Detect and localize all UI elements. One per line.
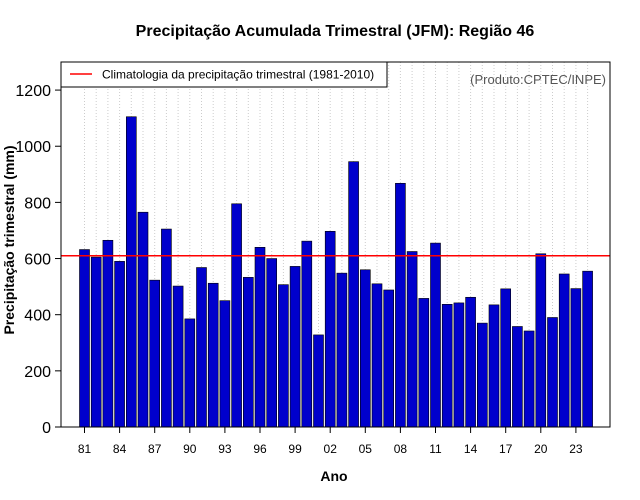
x-axis-title: Ano bbox=[320, 468, 347, 484]
y-tick-label-400: 400 bbox=[24, 308, 51, 325]
bar-1985 bbox=[126, 116, 137, 428]
bar-2000 bbox=[301, 240, 313, 428]
legend: Climatologia da precipitação trimestral … bbox=[60, 61, 388, 88]
x-tick-label-1996: 96 bbox=[253, 442, 267, 456]
bar-2019 bbox=[523, 330, 535, 428]
x-tick-label-2005: 05 bbox=[359, 442, 373, 456]
product-credit: (Produto:CPTEC/INPE) bbox=[470, 72, 606, 87]
bar-1981 bbox=[79, 249, 90, 428]
x-tick-label-2002: 02 bbox=[324, 442, 338, 456]
bar-2001 bbox=[313, 334, 324, 428]
bar-2014 bbox=[465, 296, 476, 428]
y-axis: 0 200 400 600 800 1000 1200 bbox=[15, 83, 62, 437]
bar-2005 bbox=[359, 269, 371, 428]
grid-lines bbox=[84, 62, 589, 427]
bar-2017 bbox=[500, 288, 512, 428]
bar-2003 bbox=[336, 272, 348, 428]
bar-1984 bbox=[114, 261, 125, 428]
x-tick-label-1987: 87 bbox=[148, 442, 162, 456]
bar-2002 bbox=[324, 231, 336, 428]
y-tick-label-1000: 1000 bbox=[15, 139, 51, 156]
bar-2024 bbox=[582, 270, 593, 428]
bar-1995 bbox=[243, 277, 254, 428]
bar-1990 bbox=[184, 318, 196, 428]
bar-1998 bbox=[278, 284, 289, 428]
bar-2020 bbox=[535, 253, 547, 428]
bar-1989 bbox=[172, 285, 184, 428]
legend-label: Climatologia da precipitação trimestral … bbox=[102, 68, 374, 82]
bar-1983 bbox=[102, 239, 114, 428]
bars bbox=[79, 116, 593, 428]
bar-2022 bbox=[558, 273, 570, 428]
x-tick-label-2011: 11 bbox=[429, 442, 442, 456]
chart-title: Precipitação Acumulada Trimestral (JFM):… bbox=[136, 23, 535, 40]
bar-2011 bbox=[430, 242, 441, 428]
bar-2012 bbox=[441, 304, 453, 428]
legend-box bbox=[60, 61, 388, 88]
bar-1999 bbox=[289, 266, 301, 428]
bar-1994 bbox=[231, 203, 242, 428]
x-tick-label-1990: 90 bbox=[183, 442, 197, 456]
bar-1986 bbox=[137, 211, 149, 428]
y-tick-label-0: 0 bbox=[42, 420, 51, 437]
bar-1992 bbox=[207, 282, 219, 428]
bar-1996 bbox=[254, 247, 266, 428]
bar-2015 bbox=[476, 322, 488, 428]
bar-1993 bbox=[219, 300, 231, 428]
bar-2010 bbox=[418, 298, 430, 428]
x-tick-label-1984: 84 bbox=[113, 442, 127, 456]
bar-2004 bbox=[348, 161, 359, 428]
y-tick-label-800: 800 bbox=[24, 195, 51, 212]
x-tick-label-1981: 81 bbox=[78, 442, 92, 456]
y-axis-title: Precipitação trimestral (mm) bbox=[1, 145, 17, 334]
bar-1991 bbox=[196, 267, 207, 428]
x-tick-label-1999: 99 bbox=[288, 442, 302, 456]
y-tick-label-200: 200 bbox=[24, 364, 51, 381]
bar-2018 bbox=[512, 326, 523, 428]
x-tick-label-2008: 08 bbox=[394, 442, 408, 456]
x-tick-label-2023: 23 bbox=[569, 442, 583, 456]
bar-2006 bbox=[371, 283, 383, 428]
bar-2009 bbox=[406, 251, 418, 428]
x-tick-label-2014: 14 bbox=[464, 442, 478, 456]
bar-1997 bbox=[266, 258, 278, 428]
bar-2016 bbox=[488, 304, 500, 428]
bar-2013 bbox=[453, 302, 465, 428]
bar-2023 bbox=[570, 288, 582, 428]
bar-1982 bbox=[90, 256, 102, 428]
y-tick-label-1200: 1200 bbox=[15, 83, 51, 100]
y-tick-label-600: 600 bbox=[24, 252, 51, 269]
bar-1987 bbox=[149, 279, 160, 428]
bar-2008 bbox=[395, 182, 406, 428]
x-axis: 81 84 87 90 93 96 99 02 05 08 11 14 17 20 23 bbox=[78, 426, 583, 456]
bar-2007 bbox=[383, 289, 395, 428]
bar-1988 bbox=[161, 228, 172, 428]
bar-2021 bbox=[547, 317, 558, 428]
x-tick-label-2017: 17 bbox=[499, 442, 513, 456]
x-tick-label-1993: 93 bbox=[218, 442, 232, 456]
x-tick-label-2020: 20 bbox=[534, 442, 548, 456]
